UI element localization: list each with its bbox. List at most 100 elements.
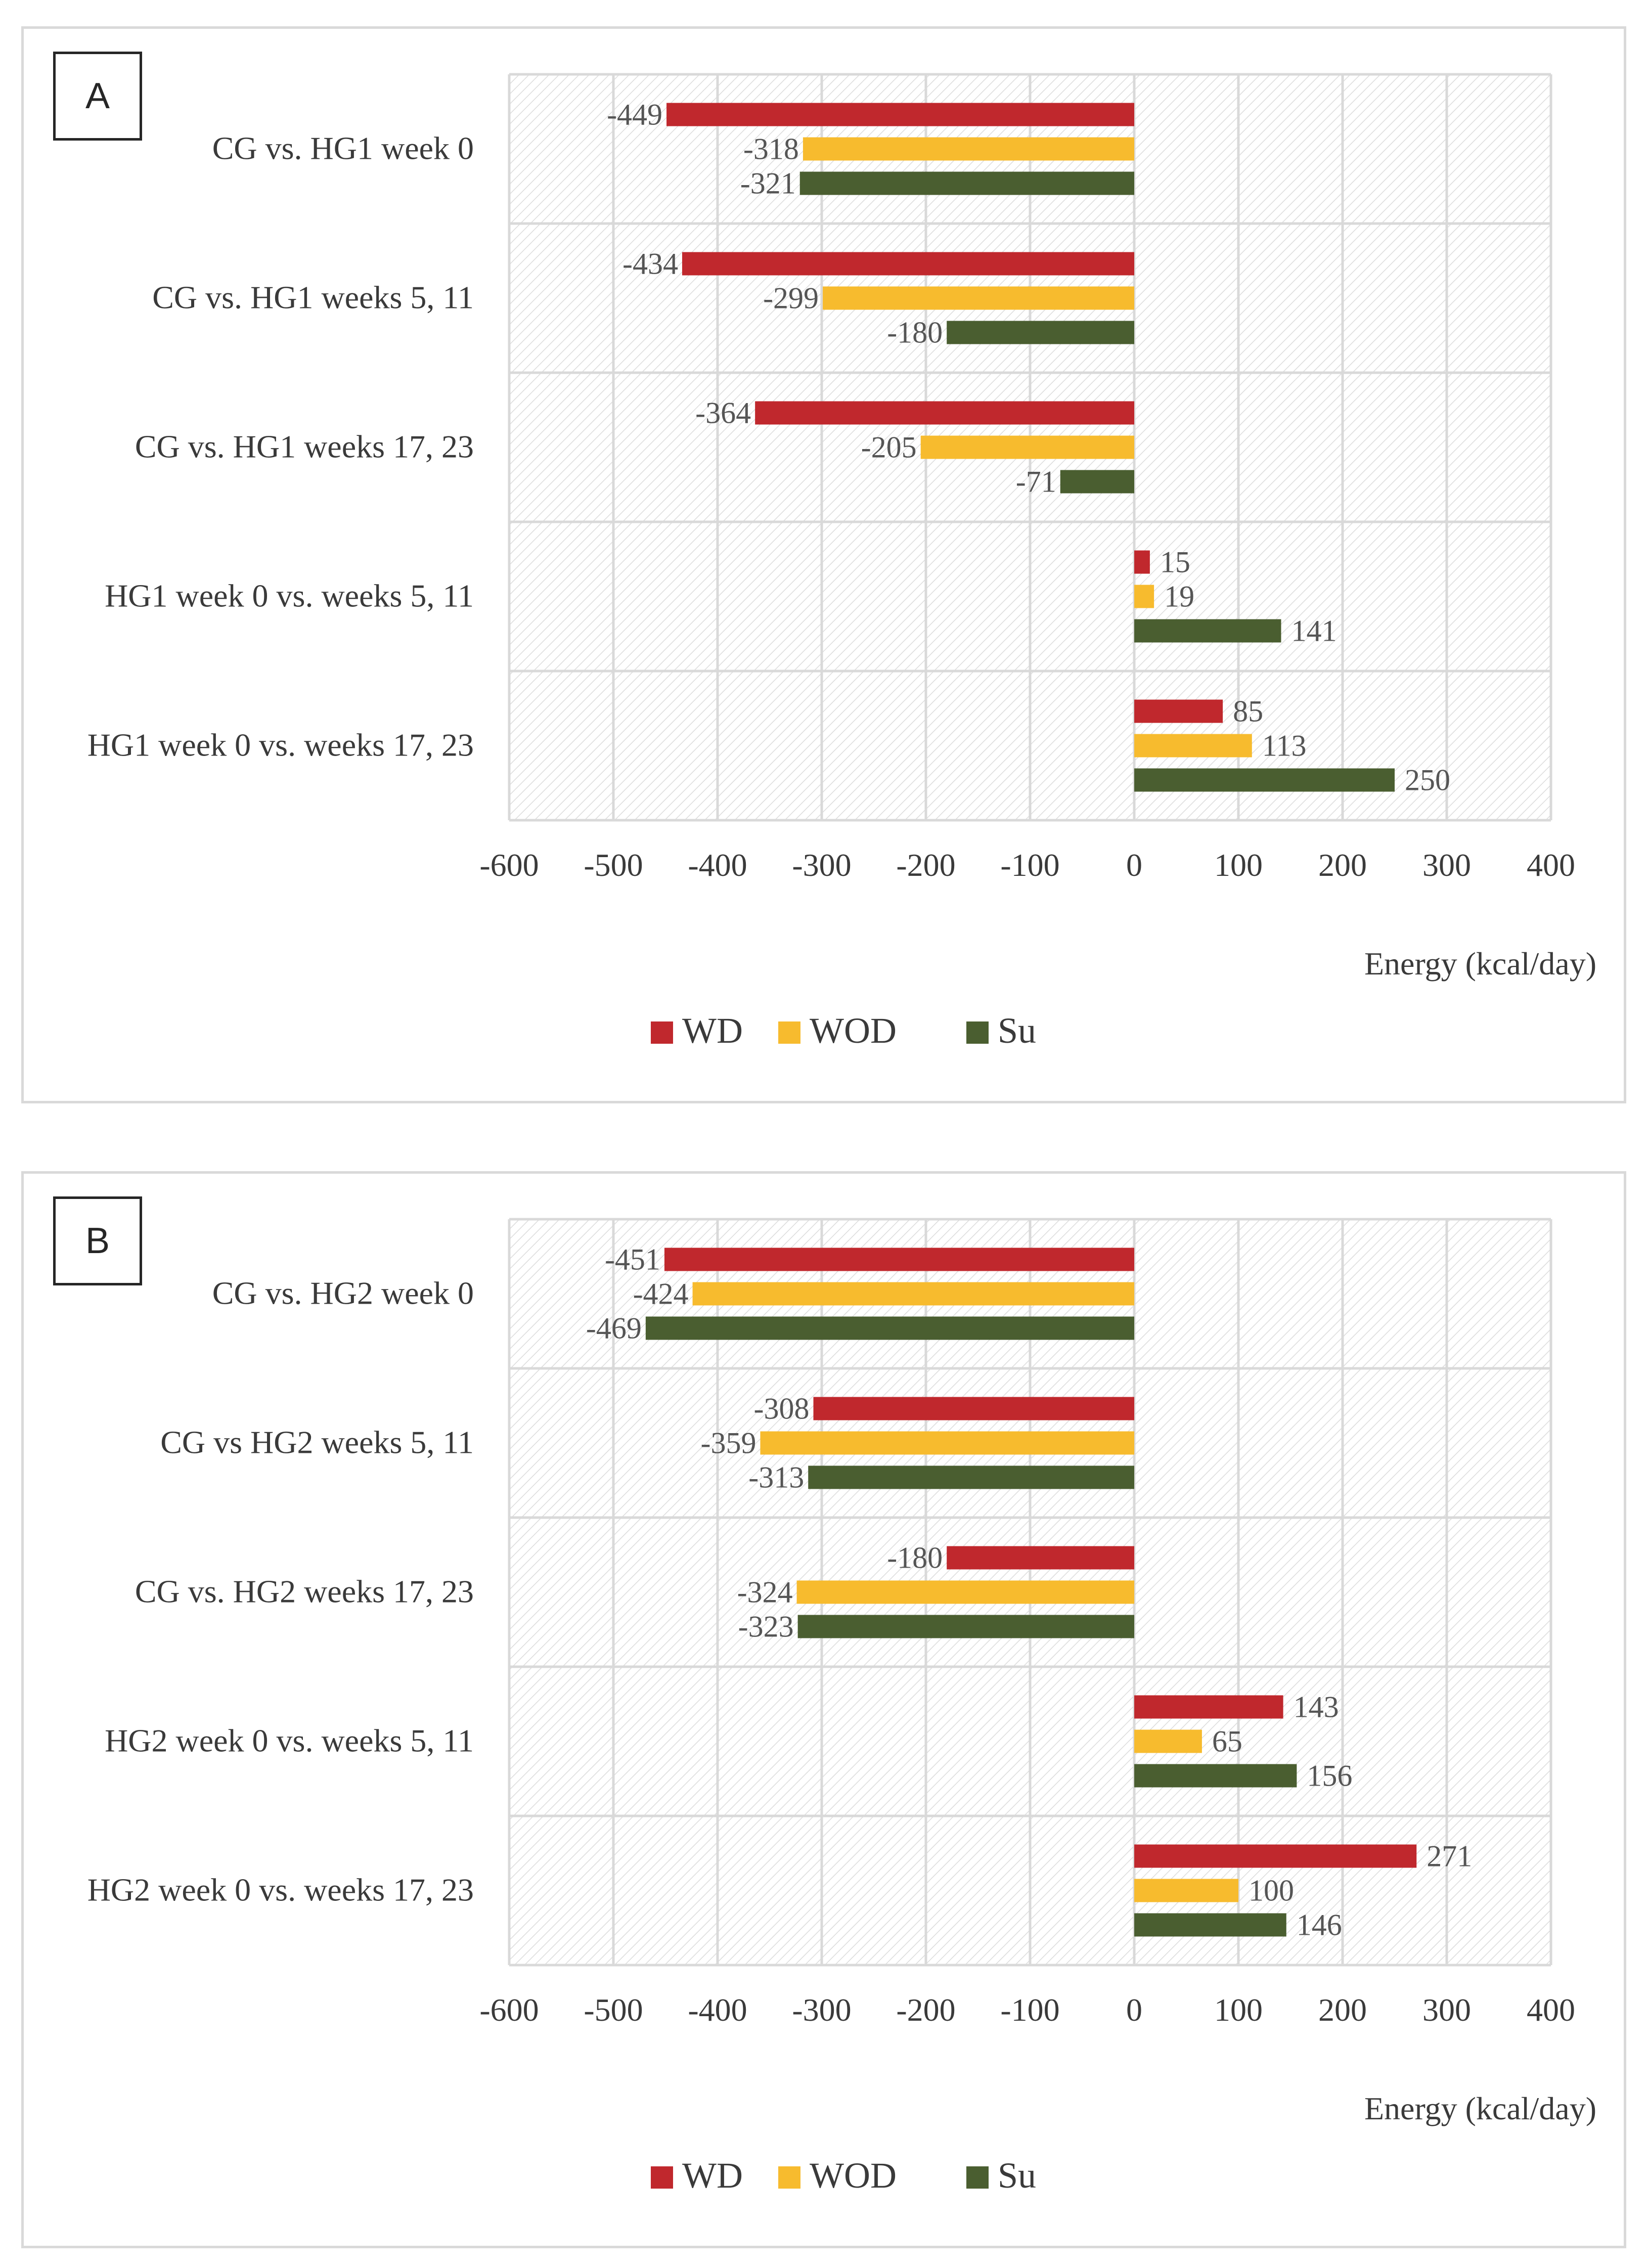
x-tick-label: -600 [479,847,539,883]
x-tick-label: 100 [1214,1992,1263,2028]
data-label: 156 [1307,1759,1352,1793]
category-label: CG vs. HG1 week 0 [212,130,474,166]
x-tick-label: -200 [896,1992,955,2028]
x-tick-label: -500 [584,847,643,883]
data-label: 143 [1294,1691,1339,1724]
bar-wod [796,1580,1134,1604]
bar-su [645,1316,1134,1340]
x-tick-label: -400 [688,847,747,883]
data-label: 146 [1297,1908,1342,1942]
category-label: CG vs. HG1 weeks 17, 23 [135,429,474,465]
data-label: -71 [1016,465,1056,499]
data-label: 100 [1249,1874,1294,1907]
chart-panel-a: A CG vs. HG1 week 0 -449 -318 -321 CG vs. HG… [21,26,1626,1103]
x-tick-label: 400 [1527,847,1575,883]
x-tick-label: -200 [896,847,955,883]
panel-label: B [53,1196,142,1285]
legend-label-su: Su [998,1010,1036,1051]
chart-panel-b: B CG vs. HG2 week 0 -451 -424 -469 CG vs HG2… [21,1171,1626,2248]
category-label: CG vs. HG2 weeks 17, 23 [135,1574,474,1610]
bar-su [1134,1913,1286,1937]
bar-wod [1134,734,1252,758]
x-tick-label: 200 [1318,1992,1367,2028]
legend-swatch-su [966,1021,989,1044]
data-label: -359 [700,1427,756,1460]
x-axis-title: Energy (kcal/day) [1364,2091,1596,2126]
bar-su [1134,619,1281,643]
bar-su [799,171,1134,195]
bar-wod [920,435,1134,459]
data-label: -318 [743,132,799,166]
bar-wod [803,137,1134,161]
bar-wod [1134,1879,1238,1902]
data-label: -469 [586,1312,642,1345]
x-tick-label: -100 [1000,1992,1059,2028]
data-label: 15 [1160,546,1190,579]
bar-wd [1134,1844,1417,1868]
x-tick-label: -600 [479,1992,539,2028]
category-label: CG vs. HG2 week 0 [212,1275,474,1311]
bar-su [947,321,1134,344]
data-label: -434 [622,247,678,281]
data-label: -180 [887,316,943,349]
bar-wd [1134,699,1223,723]
bar-su [1134,768,1395,792]
data-label: -424 [633,1277,689,1311]
data-label: -321 [740,167,796,200]
data-label: 19 [1164,580,1194,613]
bar-wd [1134,550,1150,574]
bar-wd [947,1546,1134,1570]
data-label: 271 [1427,1840,1472,1873]
bar-wod [760,1431,1134,1455]
bar-chart-b: CG vs. HG2 week 0 -451-424-469 CG vs HG2 w… [87,1218,1596,2196]
bar-wd [664,1248,1134,1271]
data-label: 141 [1291,614,1337,648]
bar-wod [692,1282,1134,1306]
bar-su [797,1615,1134,1638]
legend-label-wod: WOD [810,1010,897,1051]
data-label: -323 [738,1610,794,1643]
x-axis-title: Energy (kcal/day) [1364,946,1596,982]
x-tick-label: 100 [1214,847,1263,883]
bar-su [1134,1764,1297,1788]
data-label: -313 [748,1461,804,1494]
data-label: 85 [1233,695,1263,728]
data-label: -299 [763,282,819,315]
bar-chart-a: CG vs. HG1 week 0 -449 -318-321 CG vs. HG1 … [87,73,1596,1051]
bar-wd [1134,1695,1283,1719]
bar-wd [813,1397,1134,1420]
x-tick-label: -500 [584,1992,643,2028]
data-label: 113 [1262,729,1307,763]
category-label: HG2 week 0 vs. weeks 17, 23 [87,1872,474,1908]
x-tick-label: -100 [1000,847,1059,883]
data-label: -364 [695,396,751,430]
x-tick-label: -400 [688,1992,747,2028]
bar-su [1060,470,1134,494]
data-label: -205 [861,431,917,464]
legend-swatch-su [966,2166,989,2189]
category-label: HG2 week 0 vs. weeks 5, 11 [105,1723,474,1759]
category-label: HG1 week 0 vs. weeks 5, 11 [105,578,474,614]
x-tick-label: 300 [1422,1992,1471,2028]
legend-label-wod: WOD [810,2155,897,2196]
panel-label: A [53,52,142,141]
x-tick-label: 0 [1126,1992,1142,2028]
x-tick-label: 300 [1422,847,1471,883]
bar-wd [666,103,1134,126]
bar-wod [1134,1729,1202,1753]
x-tick-label: -300 [792,847,851,883]
category-label: CG vs HG2 weeks 5, 11 [160,1425,474,1460]
legend-swatch-wod [778,1021,800,1044]
data-label: 65 [1212,1725,1242,1758]
data-label: -449 [607,98,662,131]
category-label: HG1 week 0 vs. weeks 17, 23 [87,727,474,763]
category-label: CG vs. HG1 weeks 5, 11 [152,280,474,316]
data-label: -180 [887,1541,943,1575]
legend-swatch-wod [778,2166,800,2189]
legend-swatch-wd [651,1021,673,1044]
legend-label-wd: WD [682,2155,743,2196]
data-label: -324 [737,1576,793,1609]
legend-swatch-wd [651,2166,673,2189]
legend-label-su: Su [998,2155,1036,2196]
data-label: -451 [605,1243,660,1276]
